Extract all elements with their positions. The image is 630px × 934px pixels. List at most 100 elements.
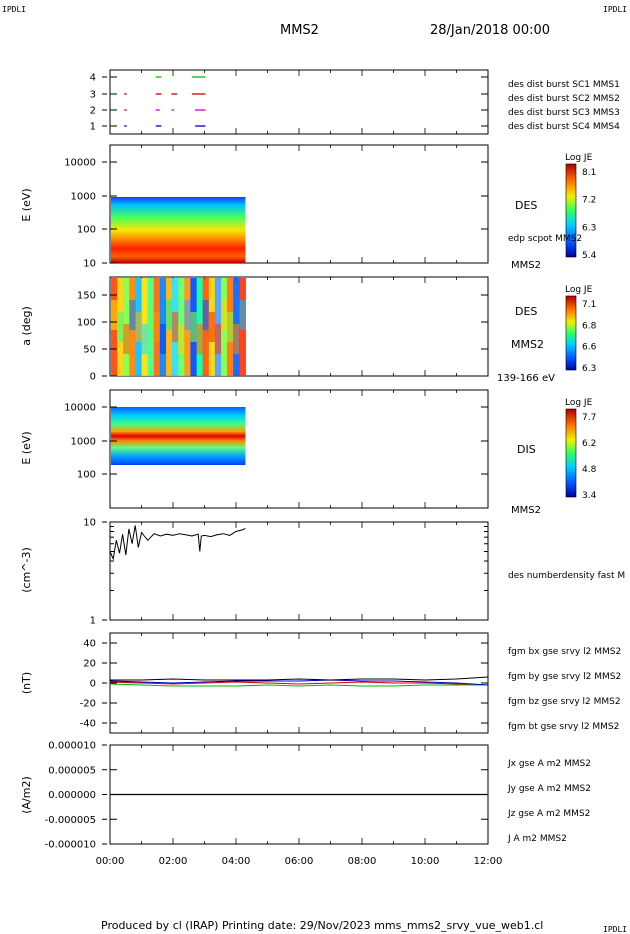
colorbar [565,163,577,258]
y-tick-label: 50 [83,345,96,356]
pitch-label: DES [515,305,537,318]
dis-label: DIS [517,443,536,456]
y-tick-label: 1 [90,122,96,133]
colorbar [565,408,577,498]
colorbar-tick: 6.3 [582,223,596,233]
colorbar-tick: 4.8 [582,465,597,475]
y-tick-label: 150 [77,291,96,302]
pitch-angle-patch [123,324,130,354]
b-bt-line [110,676,489,681]
pitch-bottom-label: 139-166 eV [497,373,555,384]
pitch-angle-patch [208,312,216,342]
colorbar-tick: 7.2 [582,196,596,206]
density-line [109,525,246,561]
corner-label-bottom-right: IPDLI [603,925,627,934]
y-tick-label: 2 [90,106,96,117]
dis-bottom-label: MMS2 [511,505,541,516]
colorbar-tick: 3.4 [582,491,597,501]
y-tick-label: -40 [80,719,96,730]
footer-text: Produced by cl (IRAP) Printing date: 29/… [101,919,543,932]
colorbar-tick: 5.4 [582,251,597,261]
panel-labels: 4 3 2 1 des dist burst SC1 MMS1 des dist burs… [20,73,625,868]
y-tick-label: 1000 [71,192,96,203]
corner-label-top-left: IPDLI [2,5,26,14]
panel-frame-4 [109,521,489,621]
pitch-angle-patch [159,324,167,354]
des-label: DES [515,199,537,212]
y-tick-label: 100 [77,318,96,329]
pitch-angle-patch [221,300,228,330]
b-legend-1: fgm by gse srvy l2 MMS2 [508,672,621,682]
colorbar-tick: 6.8 [582,321,597,331]
b-legend-2: fgm bz gse srvy l2 MMS2 [508,697,621,707]
corner-label-top-right: IPDLI [603,5,627,14]
pitch-angle-patch [214,324,222,354]
des-sublabel: edp scpot MMS2 [508,234,582,244]
colorbar [565,295,577,371]
plot-title: MMS2 [280,23,319,38]
b-by-line [109,683,488,687]
y-tick-label: 4 [90,73,96,84]
j-legend-3: J A m2 MMS2 [507,834,567,844]
y-tick-label: 1 [90,616,96,627]
pitch-angle-patch [135,312,143,342]
legend-burst-1: des dist burst SC1 MMS1 [508,80,620,90]
y-tick-label: -0.000010 [45,840,96,851]
colorbar-tick: 8.1 [582,168,596,178]
b-legend-0: fgm bx gse srvy l2 MMS2 [508,647,621,657]
x-tick-label: 12:00 [474,856,503,867]
x-tick-label: 00:00 [96,856,125,867]
x-tick-label: 06:00 [285,856,314,867]
y-tick-label: 0.000000 [48,790,96,801]
b-bx-line [109,681,489,686]
colorbar-title: Log JE [565,153,593,163]
colorbar-tick: 6.6 [582,343,597,353]
pitch-angle-patch [141,324,149,354]
pitch-angle-patch [202,300,210,330]
j-legend-0: Jx gse A m2 MMS2 [507,759,591,769]
y-tick-label: 0 [90,679,96,690]
y-tick-label: 20 [83,659,96,670]
dis-energy-spectrogram [111,407,246,465]
panel-content [109,76,577,796]
y-tick-label: 10 [83,259,96,270]
pitch-angle-patch [129,300,136,330]
j-legend-1: Jy gse A m2 MMS2 [507,784,591,794]
pitch-angle-patch [178,324,185,354]
colorbar-title: Log JE [565,285,593,295]
b-bz-line [109,679,489,686]
y-tick-label: 100 [77,225,96,236]
pitch-angle-patch [147,300,155,330]
x-tick-label: 02:00 [159,856,188,867]
legend-burst-4: des dist burst SC4 MMS4 [508,122,620,132]
y-tick-label: 0.000005 [48,765,96,776]
pitch-angle-patch [153,312,161,342]
pitch-angle-patch [239,300,246,330]
y-tick-label: 100 [77,470,96,481]
legend-burst-2: des dist burst SC2 MMS2 [508,94,620,104]
pitch-angle-patch [190,312,198,342]
y-tick-label: -0.000005 [45,815,96,826]
pitch-angle-patch [117,312,124,342]
des-energy-spectrogram [111,197,246,263]
y-tick-label: 10 [83,518,96,529]
pitch-angle-patch [233,324,240,354]
x-tick-label: 10:00 [411,856,440,867]
colorbar-title: Log JE [565,398,593,408]
pitch-angle-patch [196,324,204,354]
pitch-sublabel: MMS2 [511,338,544,351]
j-legend-2: Jz gse A m2 MMS2 [507,809,590,819]
colorbar-tick: 6.2 [582,439,596,449]
y-tick-label: 1000 [71,437,96,448]
y-axis-label: (nT) [20,672,33,694]
y-tick-label: 0 [90,372,96,383]
density-legend: des numberdensity fast M [508,571,625,581]
y-tick-label: 40 [83,639,96,650]
x-tick-label: 08:00 [348,856,377,867]
panel-frame-0 [109,69,489,135]
y-tick-label: 10000 [64,158,96,169]
y-axis-label: (A/m2) [20,776,33,814]
y-tick-label: -20 [80,699,96,710]
y-axis-label: E (eV) [20,188,33,221]
